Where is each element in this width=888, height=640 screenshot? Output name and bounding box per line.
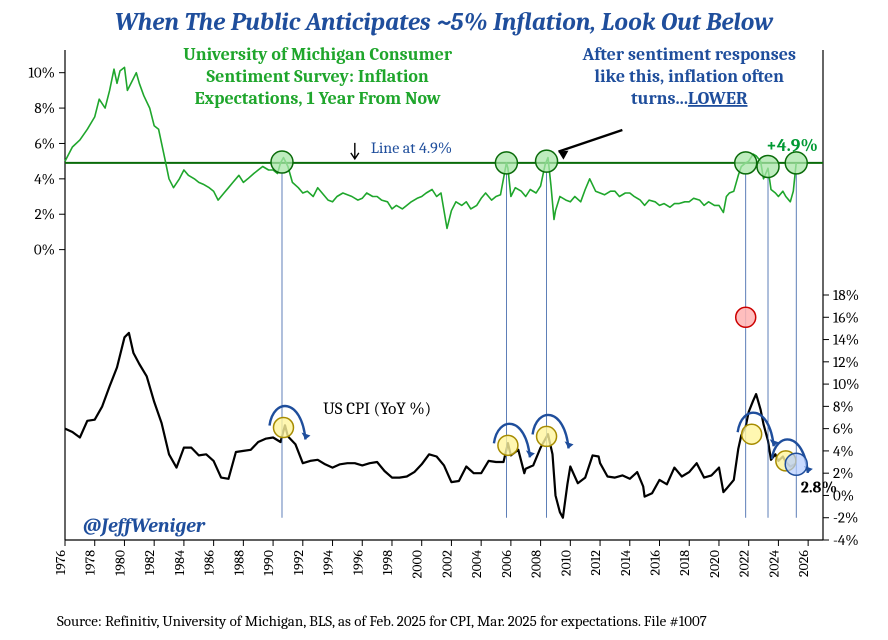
svg-text:1976: 1976 <box>52 550 69 575</box>
svg-text:2022: 2022 <box>736 550 753 577</box>
chart-root: When The Public Anticipates ~5% Inflatio… <box>0 0 888 640</box>
svg-text:2014: 2014 <box>617 550 634 576</box>
arrowhead-icon <box>565 441 574 448</box>
survey-peak-marker <box>271 151 293 173</box>
svg-text:1982: 1982 <box>141 550 158 576</box>
svg-text:1980: 1980 <box>111 550 128 576</box>
svg-text:2006: 2006 <box>498 550 515 578</box>
svg-text:2020: 2020 <box>706 550 723 578</box>
x-axis: 1976 1978 1980 1982 1984 1986 1988 1990 1992 1994… <box>52 540 823 578</box>
svg-text:2018: 2018 <box>676 550 693 576</box>
survey-peak-marker <box>785 152 807 174</box>
svg-text:1998: 1998 <box>379 550 396 575</box>
chart-title: When The Public Anticipates ~5% Inflatio… <box>115 8 775 37</box>
survey-peak-marker <box>495 152 517 174</box>
svg-text:6%: 6% <box>35 134 55 152</box>
svg-text:Sentiment Survey: Inflation: Sentiment Survey: Inflation <box>207 66 429 87</box>
svg-text:8%: 8% <box>833 397 854 415</box>
svg-text:2024: 2024 <box>765 550 782 577</box>
cpi-series-label: US CPI (YoY %) <box>323 400 431 419</box>
svg-text:1992: 1992 <box>290 550 307 575</box>
arrowhead-icon <box>301 433 310 440</box>
author-handle: @JeffWeniger <box>83 514 206 537</box>
svg-text:2%: 2% <box>35 205 55 223</box>
arrowhead-icon <box>558 151 568 160</box>
svg-text:18%: 18% <box>833 286 859 304</box>
svg-text:1984: 1984 <box>171 550 188 576</box>
svg-text:12%: 12% <box>833 353 859 371</box>
arrowhead-icon <box>526 450 535 457</box>
svg-text:turns...LOWER: turns...LOWER <box>631 88 748 109</box>
source-line: Source: Refinitiv, University of Michiga… <box>57 612 707 630</box>
svg-text:2016: 2016 <box>647 550 664 576</box>
left-axis: 0% 2% 4% 6% 8% 10% <box>28 50 65 540</box>
svg-text:After sentiment responses: After sentiment responses <box>582 44 796 65</box>
svg-text:2004: 2004 <box>468 550 485 578</box>
svg-text:like this, inflation often: like this, inflation often <box>594 66 784 87</box>
highlight-marker <box>736 307 756 327</box>
series-cpi-line <box>65 333 795 518</box>
cpi-peak-marker <box>273 418 293 438</box>
final-cpi-marker <box>785 453 807 475</box>
survey-peak-marker <box>536 150 558 172</box>
svg-text:10%: 10% <box>28 64 55 82</box>
svg-text:-4%: -4% <box>833 531 859 549</box>
svg-text:1978: 1978 <box>82 550 99 575</box>
svg-text:8%: 8% <box>34 99 55 117</box>
svg-text:2000: 2000 <box>409 550 426 578</box>
cpi-peak-marker <box>498 435 518 455</box>
down-arrow-icon <box>351 143 359 159</box>
svg-text:6%: 6% <box>833 420 853 438</box>
svg-text:1996: 1996 <box>349 550 366 575</box>
svg-text:4%: 4% <box>833 442 854 460</box>
svg-text:Expectations, 1 Year From Now: Expectations, 1 Year From Now <box>195 88 442 109</box>
svg-text:2012: 2012 <box>587 550 604 576</box>
survey-peak-marker <box>735 152 757 174</box>
right-axis: -4%-2%0%2%4%6%8%10%12%14%16%18% <box>823 50 860 549</box>
cpi-peak-marker <box>742 424 762 444</box>
callout-arrow <box>558 130 622 152</box>
svg-text:1986: 1986 <box>201 550 218 576</box>
svg-text:1990: 1990 <box>260 550 277 576</box>
svg-text:University of Michigan Consume: University of Michigan Consumer <box>183 44 453 65</box>
svg-text:2010: 2010 <box>557 550 574 576</box>
survey-peak-marker <box>757 155 779 177</box>
svg-text:10%: 10% <box>833 375 860 393</box>
svg-text:14%: 14% <box>833 331 859 349</box>
svg-text:1988: 1988 <box>230 550 247 576</box>
cpi-last-label: 2.8% <box>801 478 837 496</box>
ref-line-label: Line at 4.9% <box>371 139 452 157</box>
cpi-peak-marker <box>537 426 557 446</box>
svg-text:4%: 4% <box>34 170 55 188</box>
survey-series-label: University of Michigan ConsumerSentiment… <box>183 44 453 109</box>
svg-text:2026: 2026 <box>795 550 812 577</box>
svg-text:-2%: -2% <box>833 509 858 527</box>
svg-text:2008: 2008 <box>528 550 545 578</box>
svg-text:1994: 1994 <box>320 550 337 575</box>
svg-text:16%: 16% <box>833 308 859 326</box>
svg-text:2002: 2002 <box>438 550 455 578</box>
after-sentiment-label: After sentiment responseslike this, infl… <box>582 44 796 109</box>
svg-text:0%: 0% <box>34 241 55 259</box>
